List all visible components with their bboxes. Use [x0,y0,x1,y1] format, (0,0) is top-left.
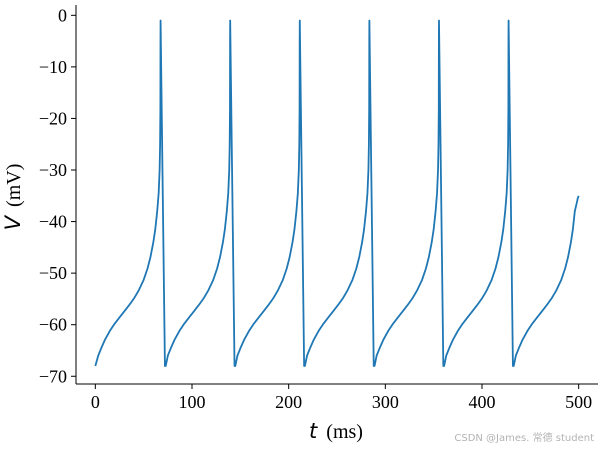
x-tick-label: 200 [275,392,302,412]
y-tick-label: −40 [39,212,67,232]
plot-area [94,19,580,367]
x-tick-label: 100 [179,392,206,412]
x-axis-title: t (ms) [309,419,363,443]
y-axis-symbol: V [1,214,25,230]
x-axis-symbol: t [309,419,318,443]
y-axis-unit: (mV) [3,164,25,207]
y-tick-label: 0 [58,5,67,25]
y-tick-label: −30 [39,160,67,180]
y-tick-label: −70 [39,366,67,386]
series-line-voltage [94,19,580,367]
watermark: CSDN @James. 常德 student [454,433,594,444]
y-axis-title: V (mV) [1,164,25,231]
y-axis-ticks: 0 −10 −20 −30 −40 −50 −60 −70 [39,5,76,386]
x-axis-unit: (ms) [326,421,363,443]
x-tick-label: 500 [565,392,592,412]
y-tick-label: −60 [39,315,67,335]
y-tick-label: −50 [39,263,67,283]
x-tick-label: 0 [91,392,100,412]
x-tick-label: 400 [469,392,496,412]
y-tick-label: −20 [39,108,67,128]
x-axis-ticks: 0 100 200 300 400 500 [91,384,592,412]
y-tick-label: −10 [39,57,67,77]
x-tick-label: 300 [372,392,399,412]
